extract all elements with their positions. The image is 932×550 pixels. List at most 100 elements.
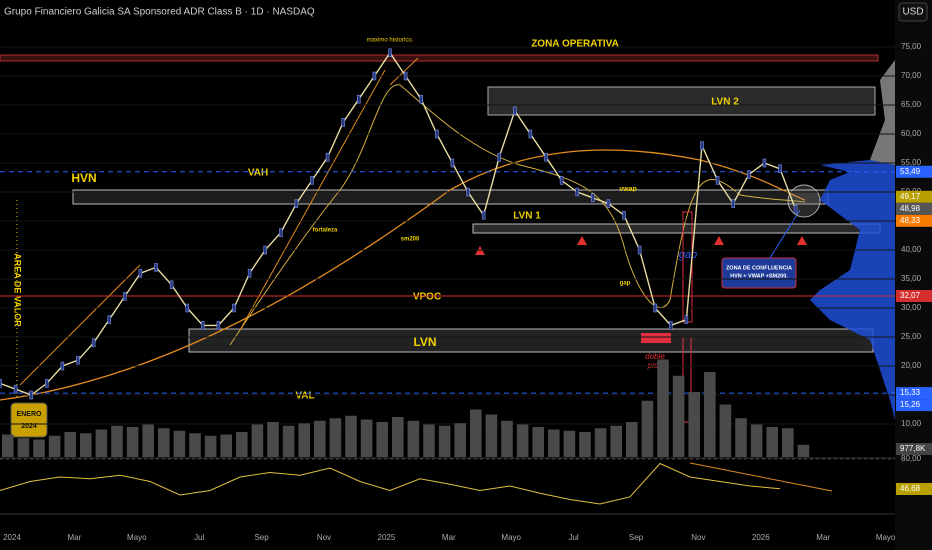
candle — [715, 176, 720, 185]
volume-bar — [423, 424, 435, 457]
annotation: vwap — [619, 186, 637, 193]
volume-bar — [470, 409, 482, 457]
price-tag-label: 32,07 — [900, 291, 921, 300]
candle — [341, 118, 345, 127]
price-tag — [896, 214, 932, 227]
enero-box — [10, 402, 48, 438]
price-tag — [896, 399, 932, 412]
volume-bar — [204, 435, 217, 457]
volume-bar — [189, 433, 201, 457]
volume-bar — [454, 423, 466, 457]
volume-bar — [579, 432, 591, 457]
volume-bar — [314, 420, 326, 457]
price-tag-label: 49,17 — [900, 192, 921, 201]
currency-button[interactable] — [898, 2, 928, 22]
candle — [60, 361, 65, 371]
candle — [45, 379, 49, 388]
annotation: VAL — [295, 391, 314, 402]
candle — [201, 321, 205, 330]
x-tick-label: Nov — [691, 533, 705, 542]
annotation: 2024 — [21, 423, 37, 430]
volume-bar — [641, 400, 654, 457]
volume-bar — [610, 425, 622, 457]
y-tick-label: 25,00 — [901, 332, 922, 341]
volume-bar — [345, 415, 357, 457]
candle — [154, 263, 158, 272]
candle — [216, 321, 221, 330]
volume-bar — [376, 422, 388, 457]
price-tag-label: 53,49 — [900, 167, 921, 176]
volume-bar — [111, 425, 123, 457]
candle — [76, 355, 80, 365]
rsi-line — [0, 462, 781, 505]
annotation: HVN — [71, 171, 96, 185]
sm200-line — [0, 149, 806, 401]
candle — [497, 152, 501, 162]
confluencia-box — [721, 257, 797, 289]
price-tag — [896, 202, 932, 215]
volume-bar — [2, 434, 14, 457]
candle — [185, 303, 189, 313]
volume-bar — [298, 423, 310, 457]
volume-bar — [516, 424, 529, 457]
volume-bar — [657, 359, 669, 457]
candle — [372, 71, 377, 81]
rsi-trend — [689, 462, 833, 492]
candle — [419, 94, 423, 104]
candle — [138, 268, 143, 278]
price-tag-label: 48,98 — [900, 204, 921, 213]
price-line — [0, 51, 797, 396]
volume-bar — [33, 439, 45, 457]
candle — [637, 245, 642, 255]
x-tick-label: Sep — [254, 533, 269, 542]
volume-bar — [626, 422, 638, 457]
volume-bar — [438, 425, 451, 457]
doble-piso-mark — [641, 333, 671, 343]
volume-bar — [282, 425, 295, 457]
volume-bar — [251, 424, 264, 457]
volume-bar — [548, 429, 560, 457]
candle — [606, 199, 611, 208]
volume-bar — [158, 428, 170, 457]
volume-bar — [719, 404, 732, 457]
price-tag — [896, 482, 932, 495]
candle — [450, 158, 455, 168]
volume-bar — [797, 444, 810, 457]
candle — [544, 152, 548, 162]
volume-bar — [95, 429, 108, 457]
volume-bar — [64, 432, 76, 457]
volume-bar — [532, 427, 544, 457]
annotation: maximo historico. — [367, 38, 414, 44]
candle — [91, 338, 96, 348]
x-tick-label: Nov — [317, 533, 331, 542]
currency[interactable]: USD — [902, 7, 923, 18]
trend-arrows — [19, 57, 419, 386]
candle — [403, 71, 408, 81]
y-tick-label: 70,00 — [901, 71, 922, 80]
candle — [669, 321, 673, 330]
annotation: ZONA OPERATIVA — [531, 39, 619, 50]
lvn2-box — [487, 86, 876, 116]
annotation: VPOC — [413, 292, 441, 303]
volume-bar — [750, 424, 763, 457]
candle — [107, 315, 111, 324]
x-tick-label: Jul — [194, 533, 204, 542]
volume-bar — [735, 418, 747, 457]
price-tag — [896, 443, 932, 455]
candle — [747, 170, 751, 179]
y-tick-label: 20,00 — [901, 361, 922, 370]
annotation: LVN 1 — [513, 211, 541, 222]
volume-bar — [17, 438, 30, 457]
candle — [435, 129, 439, 139]
candle — [622, 210, 626, 220]
volume-bar — [688, 392, 700, 457]
lvn-box — [188, 328, 874, 353]
x-tick-label: Mar — [816, 533, 830, 542]
candle — [0, 379, 2, 388]
volume-bar — [220, 434, 232, 457]
candle — [169, 280, 174, 290]
y-tick-label: 40,00 — [901, 245, 922, 254]
candle — [325, 152, 330, 162]
volume-bar — [501, 420, 513, 457]
y-tick-label: 10,00 — [901, 419, 922, 428]
